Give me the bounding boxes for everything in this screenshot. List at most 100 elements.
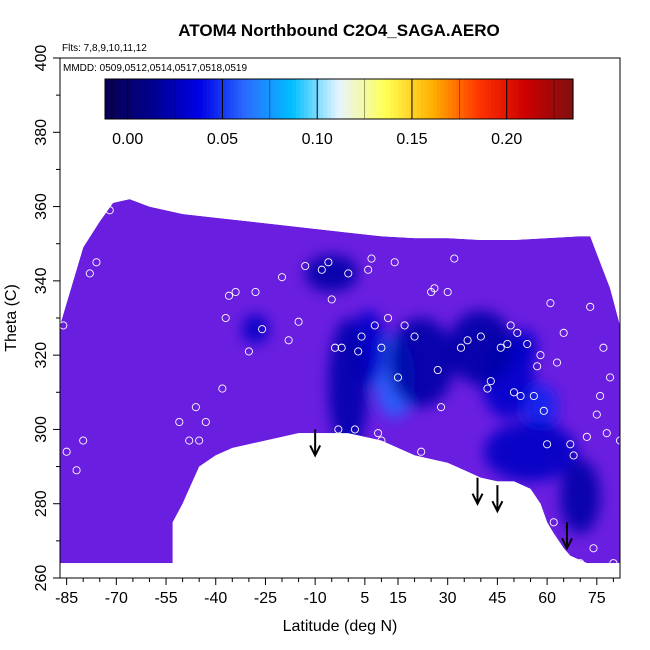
colorbar-tick-label: 0.10 [302, 131, 333, 148]
colorbar-cell [105, 79, 110, 119]
colorbar-cell [436, 79, 441, 119]
colorbar-cell [241, 79, 246, 119]
colorbar-cell [405, 79, 410, 119]
colorbar-cell [163, 79, 168, 119]
colorbar-frame [104, 78, 574, 120]
sample-point [596, 391, 605, 401]
colorbar-cell [249, 79, 254, 119]
colorbar-cell [296, 79, 301, 119]
colorbar-cell [444, 79, 449, 119]
sample-point [330, 343, 340, 352]
colorbar-cell [569, 79, 574, 119]
x-tick-label: 30 [439, 590, 457, 607]
x-tick-label: 60 [538, 590, 556, 607]
y-axis: 260 280 300 320 340 360 380 400 [33, 45, 60, 591]
sample-point [450, 254, 459, 263]
colorbar-cell [342, 79, 348, 119]
x-tick-label: 5 [360, 590, 369, 607]
colorbar-cell [257, 79, 262, 119]
sample-point [496, 343, 505, 352]
colorbar-cell [424, 79, 430, 119]
colorbar-cell [514, 79, 519, 119]
colorbar-cell [541, 79, 547, 119]
colorbar-cell [155, 79, 161, 119]
sample-point [85, 269, 94, 278]
colorbar-cell [140, 79, 145, 119]
colorbar-cell [331, 79, 336, 119]
colorbar-tick-label: 0.20 [491, 131, 522, 148]
sample-point [327, 295, 336, 304]
x-tick-label: 45 [488, 590, 506, 607]
hotspot [484, 422, 577, 482]
sample-point [615, 436, 620, 445]
colorbar-cell [194, 79, 200, 119]
colorbar-cell [144, 79, 149, 119]
colorbar-cell [339, 79, 344, 119]
sample-point [244, 347, 253, 356]
y-axis-label: Theta (C) [3, 284, 20, 352]
colorbar-cell [557, 79, 562, 119]
arrow-marker [491, 485, 504, 514]
sample-point [609, 559, 618, 568]
colorbar-cell [448, 79, 453, 119]
sample-point [483, 384, 492, 393]
colorbar-cell [452, 79, 457, 119]
sample-point [543, 440, 552, 449]
data-field [60, 199, 620, 564]
sample-point [251, 287, 260, 297]
colorbar-cell [272, 79, 278, 119]
arrow-marker [471, 477, 484, 506]
colorbar-cell [261, 79, 266, 119]
sample-point [231, 287, 240, 297]
sample-point [195, 436, 204, 445]
colorbar-cell [136, 79, 141, 119]
colorbar-cell [159, 79, 165, 119]
sample-point [516, 391, 525, 401]
colorbar-cell [179, 79, 184, 119]
sample-point [344, 269, 353, 278]
sample-point [410, 332, 419, 341]
sample-point [443, 287, 452, 297]
colorbar-tick-label: 0.15 [396, 131, 427, 148]
colorbar-cell [303, 79, 309, 119]
sample-point [582, 432, 591, 441]
colorbar-cell [518, 79, 523, 119]
colorbar-cell [229, 79, 235, 119]
sample-point [533, 362, 542, 371]
colorbar-cell [498, 79, 504, 119]
colorbar-cell [222, 79, 227, 119]
sample-point [287, 440, 297, 449]
colorbar-cell [151, 79, 157, 119]
sample-point [506, 321, 515, 330]
sample-point [211, 466, 220, 475]
colorbar-cell [397, 79, 402, 119]
hotspot [388, 318, 455, 408]
sample-point [364, 265, 373, 274]
colorbar-cell [210, 79, 215, 119]
colorbar-cell [401, 79, 406, 119]
sample-point [566, 440, 575, 449]
sample-point [264, 440, 273, 449]
x-axis: -85 -70 -55 -40 -25 -10 5 15 30 45 60 75 [55, 578, 614, 607]
colorbar-cell [420, 79, 426, 119]
colorbar-cell [495, 79, 500, 119]
colorbar-cell [565, 79, 570, 119]
colorbar-cell [124, 79, 129, 119]
colorbar-cell [288, 79, 293, 119]
colorbar-cell [315, 79, 321, 119]
colorbar-cell [132, 79, 137, 119]
y-tick-label: 380 [33, 119, 50, 146]
colorbar-cell [378, 79, 383, 119]
colorbar-cell [120, 79, 126, 119]
sample-point [105, 206, 114, 215]
arrow-markers [309, 429, 573, 551]
sample-point [549, 518, 558, 527]
colorbar-cell [253, 79, 258, 119]
colorbar-cell [323, 79, 328, 119]
hotspot [447, 310, 514, 385]
sample-point [294, 317, 303, 326]
colorbar-cell [112, 79, 118, 119]
colorbar-cell [167, 79, 172, 119]
dates-annotation: MMDD: 0509,0512,0514,0517,0518,0519 [63, 63, 247, 74]
